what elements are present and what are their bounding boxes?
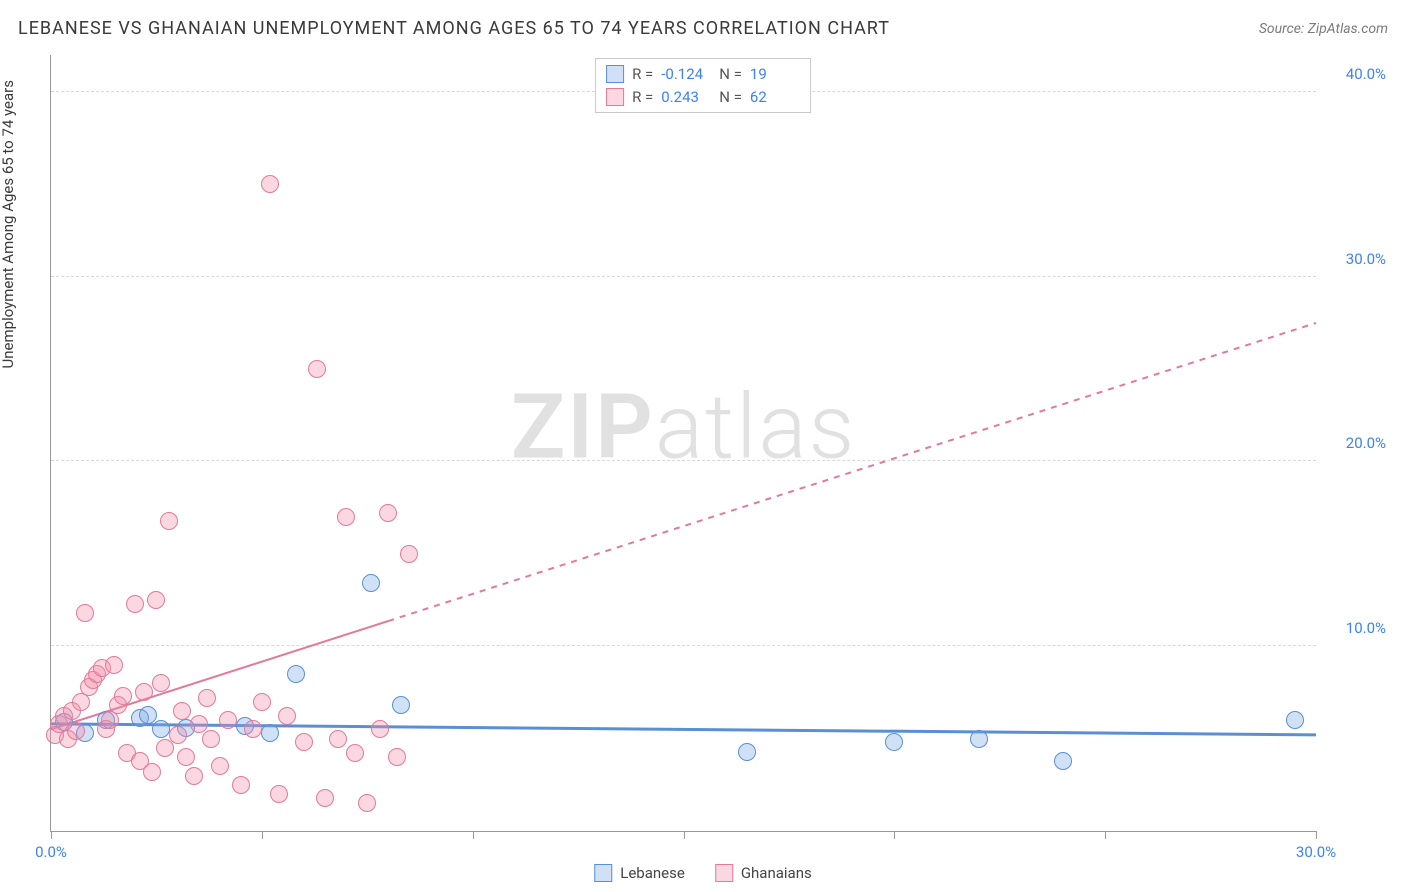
data-point bbox=[738, 743, 756, 761]
data-point bbox=[316, 789, 334, 807]
n-value: 19 bbox=[750, 63, 800, 86]
data-point bbox=[160, 512, 178, 530]
n-label: N = bbox=[719, 63, 742, 86]
x-tick bbox=[1105, 831, 1106, 839]
data-point bbox=[1054, 752, 1072, 770]
data-point bbox=[261, 724, 279, 742]
legend-item: Lebanese bbox=[594, 864, 685, 882]
data-point bbox=[135, 683, 153, 701]
data-point bbox=[76, 604, 94, 622]
data-point bbox=[261, 175, 279, 193]
n-value: 62 bbox=[750, 86, 800, 109]
data-point bbox=[177, 748, 195, 766]
data-point bbox=[337, 508, 355, 526]
legend-swatch bbox=[594, 864, 612, 882]
data-point bbox=[185, 767, 203, 785]
data-point bbox=[126, 595, 144, 613]
data-point bbox=[392, 696, 410, 714]
data-point bbox=[885, 733, 903, 751]
data-point bbox=[400, 545, 418, 563]
y-tick-label: 20.0% bbox=[1326, 434, 1386, 452]
data-point bbox=[362, 574, 380, 592]
y-tick-label: 10.0% bbox=[1326, 619, 1386, 637]
r-value: 0.243 bbox=[661, 86, 711, 109]
stats-row: R = -0.124 N = 19 bbox=[606, 63, 800, 86]
legend-label: Ghanaians bbox=[741, 864, 812, 882]
y-axis-label: Unemployment Among Ages 65 to 74 years bbox=[0, 80, 17, 368]
legend-item: Ghanaians bbox=[715, 864, 812, 882]
data-point bbox=[169, 726, 187, 744]
chart-title: LEBANESE VS GHANAIAN UNEMPLOYMENT AMONG … bbox=[18, 18, 890, 39]
data-point bbox=[67, 722, 85, 740]
source-label: Source: ZipAtlas.com bbox=[1259, 21, 1388, 37]
data-point bbox=[202, 730, 220, 748]
data-point bbox=[308, 360, 326, 378]
data-point bbox=[152, 720, 170, 738]
r-value: -0.124 bbox=[661, 63, 711, 86]
x-tick-label: 30.0% bbox=[1296, 843, 1336, 861]
data-point bbox=[105, 656, 123, 674]
data-point bbox=[173, 702, 191, 720]
plot-area: ZIPatlas 10.0%20.0%30.0%40.0%0.0%30.0% bbox=[50, 55, 1316, 832]
data-point bbox=[143, 763, 161, 781]
data-point bbox=[253, 693, 271, 711]
legend-swatch bbox=[606, 88, 624, 106]
data-point bbox=[278, 707, 296, 725]
trend-lines bbox=[51, 55, 1316, 831]
data-point bbox=[114, 687, 132, 705]
x-tick bbox=[1316, 831, 1317, 839]
data-point bbox=[139, 706, 157, 724]
data-point bbox=[346, 744, 364, 762]
x-tick bbox=[894, 831, 895, 839]
data-point bbox=[190, 715, 208, 733]
data-point bbox=[1286, 711, 1304, 729]
x-tick bbox=[51, 831, 52, 839]
x-tick-label: 0.0% bbox=[35, 843, 67, 861]
data-point bbox=[287, 665, 305, 683]
r-label: R = bbox=[632, 86, 653, 109]
data-point bbox=[219, 711, 237, 729]
series-legend: Lebanese Ghanaians bbox=[594, 864, 811, 882]
data-point bbox=[329, 730, 347, 748]
data-point bbox=[147, 591, 165, 609]
data-point bbox=[270, 785, 288, 803]
legend-swatch bbox=[715, 864, 733, 882]
r-label: R = bbox=[632, 63, 653, 86]
data-point bbox=[232, 776, 250, 794]
x-tick bbox=[684, 831, 685, 839]
data-point bbox=[970, 730, 988, 748]
legend-swatch bbox=[606, 65, 624, 83]
x-tick bbox=[262, 831, 263, 839]
data-point bbox=[295, 733, 313, 751]
stats-legend: R = -0.124 N = 19 R = 0.243 N = 62 bbox=[595, 58, 811, 113]
legend-label: Lebanese bbox=[620, 864, 685, 882]
data-point bbox=[152, 674, 170, 692]
data-point bbox=[198, 689, 216, 707]
n-label: N = bbox=[719, 86, 742, 109]
x-tick bbox=[473, 831, 474, 839]
data-point bbox=[358, 794, 376, 812]
data-point bbox=[379, 504, 397, 522]
y-tick-label: 30.0% bbox=[1326, 250, 1386, 268]
data-point bbox=[211, 757, 229, 775]
data-point bbox=[371, 720, 389, 738]
y-tick-label: 40.0% bbox=[1326, 65, 1386, 83]
data-point bbox=[388, 748, 406, 766]
stats-row: R = 0.243 N = 62 bbox=[606, 86, 800, 109]
data-point bbox=[244, 720, 262, 738]
